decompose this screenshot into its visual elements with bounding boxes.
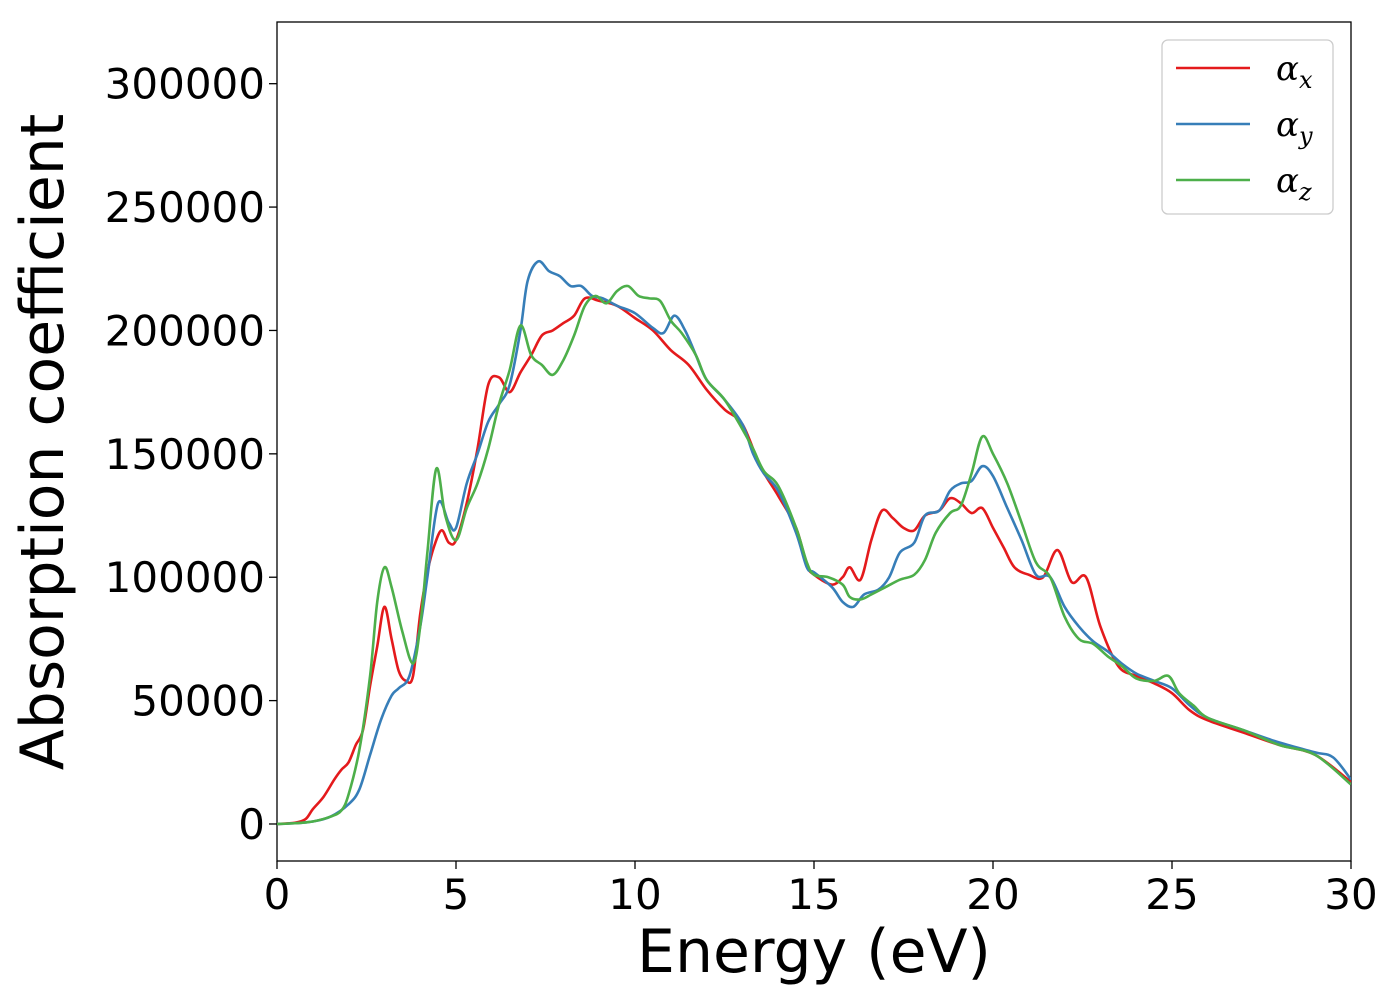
y-tick-label: 150000 (105, 430, 265, 479)
y-tick-label: 0 (238, 800, 265, 849)
x-axis-label: Energy (eV) (637, 917, 991, 987)
series-line-alpha-y (277, 259, 1351, 826)
series-line-alpha-z (277, 284, 1351, 826)
x-tick-label: 15 (787, 870, 840, 919)
legend-label-alpha-z: αz (1276, 161, 1312, 206)
x-tick-label: 10 (608, 870, 661, 919)
legend-box (1161, 39, 1334, 215)
legend-label-alpha-y: αy (1276, 105, 1313, 150)
y-tick-label: 100000 (105, 553, 265, 602)
y-tick-label: 50000 (131, 677, 265, 726)
y-axis: 0 50000 100000 150000 200000 250000 300000 (105, 60, 277, 849)
x-tick-label: 20 (966, 870, 1019, 919)
x-axis: 0 5 10 15 20 25 30 (264, 861, 1378, 919)
x-tick-label: 5 (443, 870, 470, 919)
legend-label-alpha-x: αx (1276, 49, 1313, 94)
x-tick-label: 0 (264, 870, 291, 919)
x-tick-label: 30 (1324, 870, 1377, 919)
y-tick-label: 200000 (105, 306, 265, 355)
y-tick-label: 300000 (105, 60, 265, 109)
legend: αx αy αz (1161, 39, 1334, 215)
y-axis-label: Absorption coefficient (8, 114, 78, 771)
x-tick-label: 25 (1145, 870, 1198, 919)
series-line-alpha-x (277, 296, 1351, 826)
y-tick-label: 250000 (105, 183, 265, 232)
